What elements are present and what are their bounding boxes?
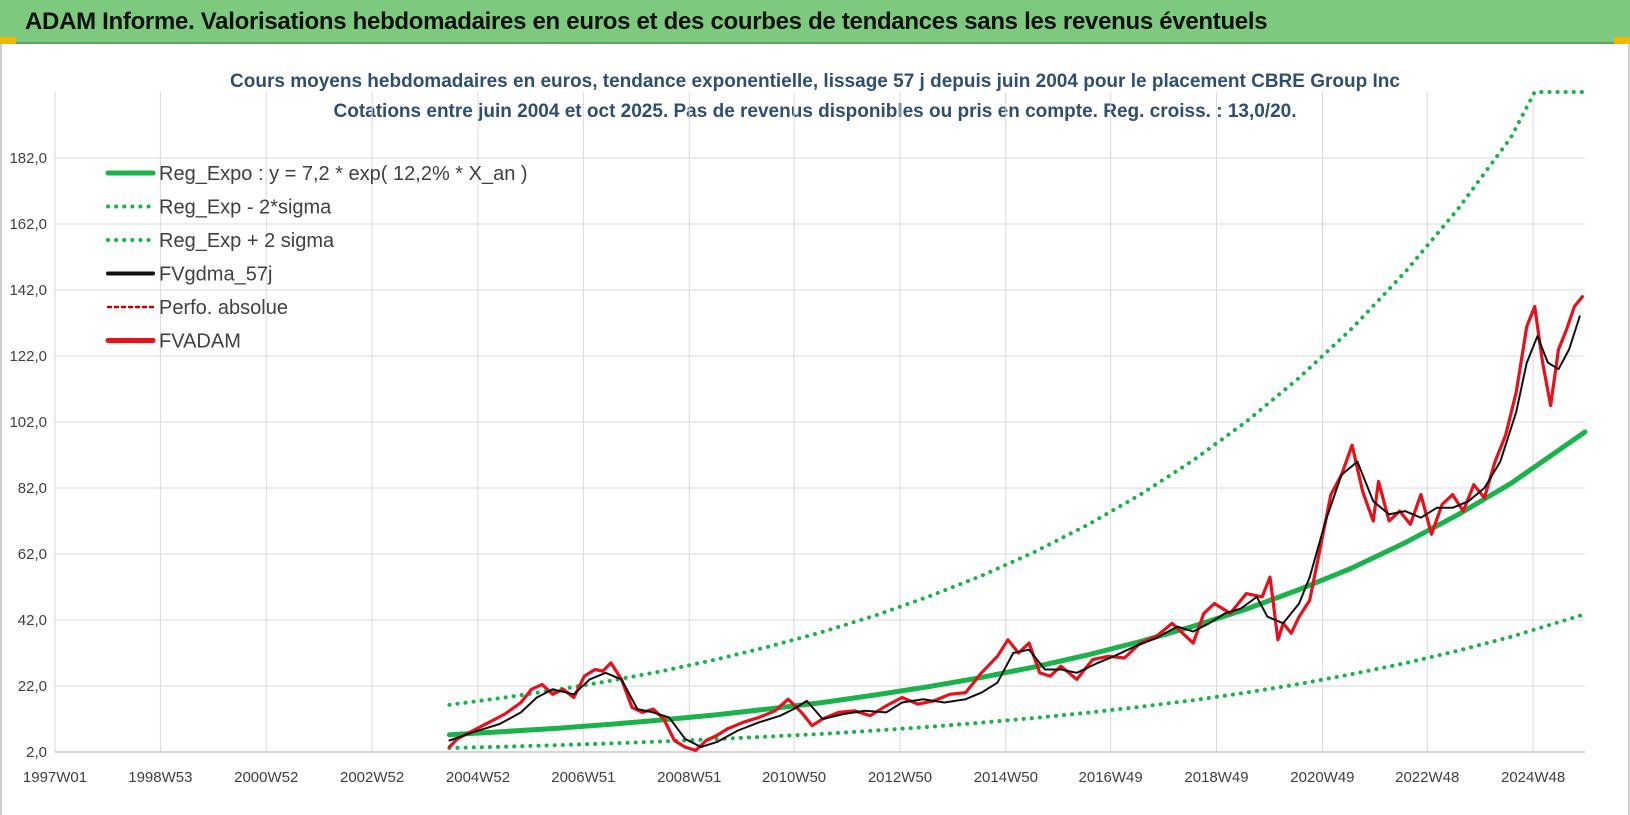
x-tick-label: 2016W49: [1079, 769, 1143, 786]
y-tick-label: 42,0: [18, 612, 47, 629]
x-tick-label: 2006W51: [551, 769, 615, 786]
y-tick-label: 162,0: [9, 216, 47, 233]
y-tick-label: 122,0: [9, 348, 47, 365]
legend: Reg_Expo : y = 7,2 * exp( 12,2% * X_an )…: [105, 163, 528, 353]
x-tick-label: 2010W50: [762, 769, 826, 786]
x-tick-label: 2018W49: [1184, 769, 1248, 786]
grid: [54, 92, 1585, 753]
y-tick-label: 142,0: [9, 282, 47, 299]
legend-label: FVADAM: [159, 331, 241, 353]
page-title: ADAM Informe. Valorisations hebdomadaire…: [25, 8, 1268, 35]
series-group: [446, 90, 1588, 752]
x-tick-label: 2004W52: [446, 769, 510, 786]
x-tick-label: 2022W48: [1395, 769, 1459, 786]
legend-entry: Reg_Exp - 2*sigma: [106, 197, 332, 219]
y-tick-label: 2,0: [26, 744, 47, 761]
series-fvadam: [447, 295, 1584, 752]
x-tick-label: 2024W48: [1501, 769, 1565, 786]
x-tick-label: 2020W49: [1290, 769, 1354, 786]
x-tick-label: 2014W50: [974, 769, 1038, 786]
legend-label: FVgdma_57j: [159, 264, 272, 286]
x-tick-label: 2008W51: [657, 769, 721, 786]
series-reg-expo: [446, 429, 1588, 738]
y-tick-label: 22,0: [18, 678, 47, 695]
header-banner: ADAM Informe. Valorisations hebdomadaire…: [0, 0, 1630, 44]
series-reg-exp-plus-2sigma: [447, 90, 1587, 707]
x-tick-label: 1997W01: [23, 769, 87, 786]
chart-title: Cours moyens hebdomadaires en euros, ten…: [230, 71, 1400, 92]
legend-label: Perfo. absolue: [159, 297, 288, 319]
corner-accent-left: [0, 37, 16, 44]
x-tick-label: 2000W52: [234, 769, 298, 786]
legend-label: Reg_Expo : y = 7,2 * exp( 12,2% * X_an ): [159, 163, 528, 185]
axes: 2,0 22,0 42,0 62,0 82,0 102,0 122,0 142,0 162,0 1…: [9, 150, 1585, 786]
chart-subtitle: Cotations entre juin 2004 et oct 2025. P…: [334, 101, 1297, 122]
corner-accent-right: [1614, 37, 1630, 44]
legend-label: Reg_Exp - 2*sigma: [159, 197, 332, 219]
y-tick-label: 182,0: [9, 150, 47, 167]
series-fvgdma-57j: [448, 315, 1581, 748]
legend-entry: Reg_Exp + 2 sigma: [106, 230, 335, 252]
series-reg-exp-minus-2sigma: [447, 612, 1587, 750]
y-tick-label: 82,0: [18, 480, 47, 497]
legend-entry: FVgdma_57j: [106, 264, 272, 286]
y-tick-label: 102,0: [9, 414, 47, 431]
chart-frame: [0, 44, 1630, 815]
legend-entry: FVADAM: [105, 331, 241, 353]
legend-entry: Reg_Expo : y = 7,2 * exp( 12,2% * X_an ): [105, 163, 528, 185]
x-tick-label: 1998W53: [128, 769, 192, 786]
y-tick-label: 62,0: [18, 546, 47, 563]
legend-entry: Perfo. absolue: [106, 297, 288, 319]
x-tick-label: 2012W50: [868, 769, 932, 786]
legend-label: Reg_Exp + 2 sigma: [159, 230, 335, 252]
x-tick-label: 2002W52: [340, 769, 404, 786]
